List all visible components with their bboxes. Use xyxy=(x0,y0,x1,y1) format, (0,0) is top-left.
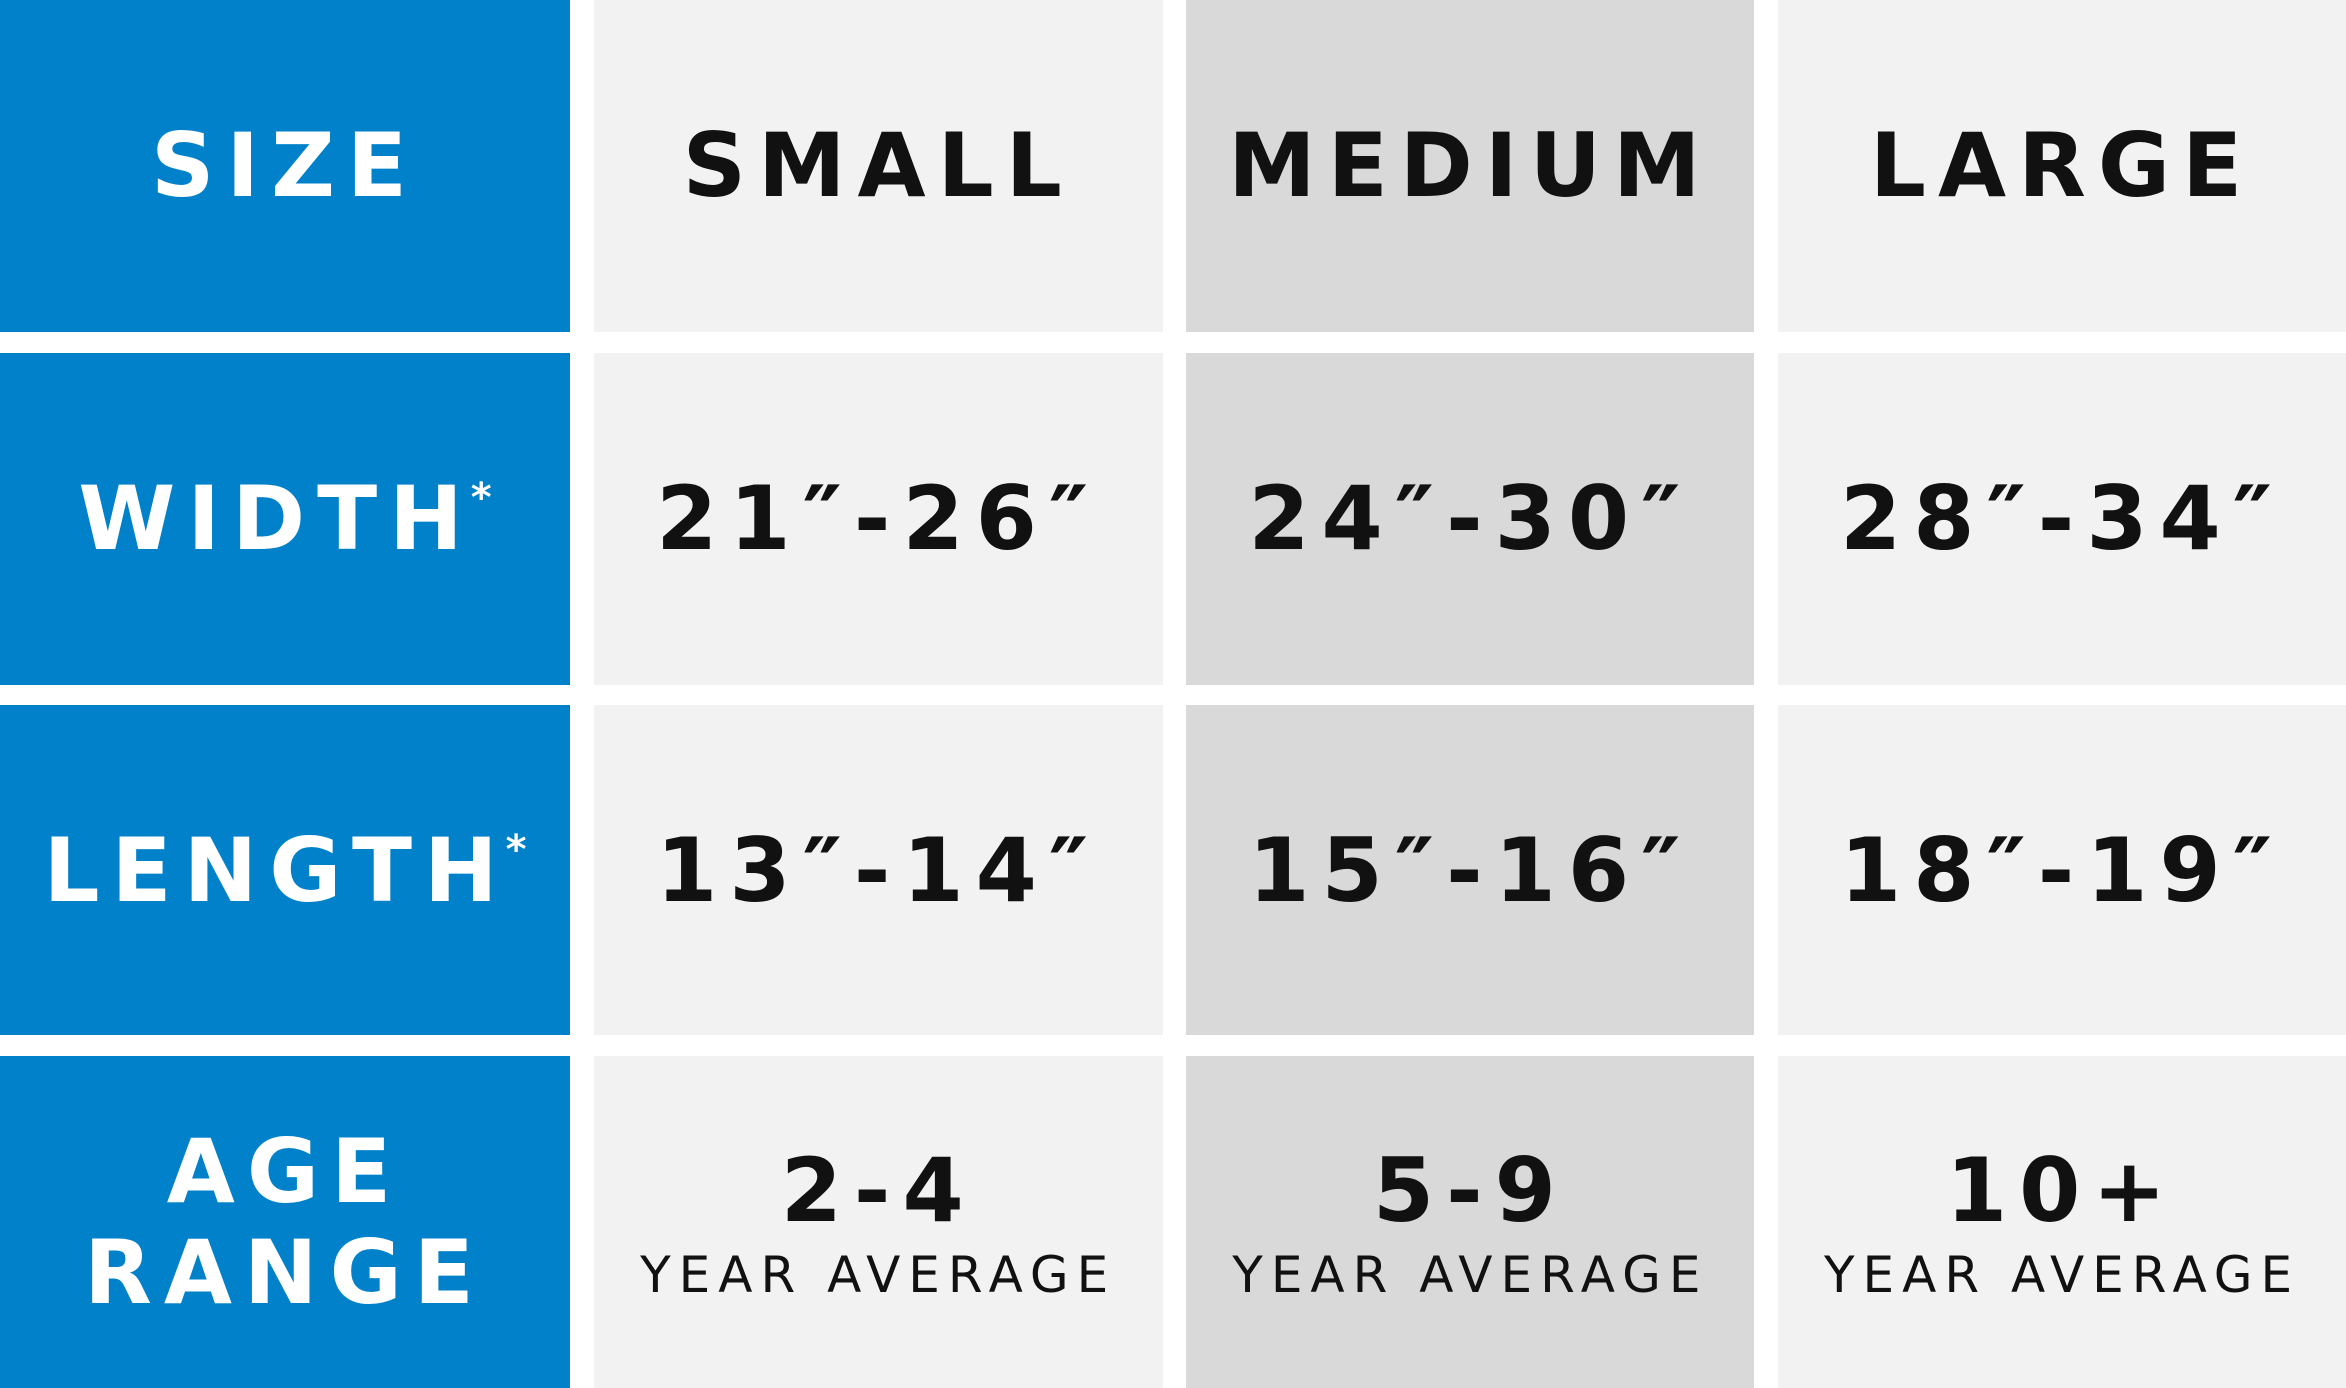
value: 5-9 xyxy=(1372,1139,1568,1243)
value-cell: 13″-14″ xyxy=(593,705,1163,1036)
value: 13″-14″ xyxy=(656,818,1101,922)
header-text: MEDIUM xyxy=(1228,114,1713,218)
caption: YEAR AVERAGE xyxy=(1232,1245,1709,1304)
row-label: LENGTH xyxy=(43,818,510,922)
value-cell: 28″-34″ xyxy=(1778,352,2346,685)
caption: YEAR AVERAGE xyxy=(640,1245,1117,1304)
value-cell: 18″-19″ xyxy=(1778,705,2346,1036)
header-text: LARGE xyxy=(1869,114,2255,218)
value: 18″-19″ xyxy=(1840,818,2285,922)
caption: YEAR AVERAGE xyxy=(1823,1245,2301,1304)
value-cell: 10+ YEAR AVERAGE xyxy=(1778,1056,2346,1388)
value: 15″-16″ xyxy=(1248,818,1693,922)
row-label-cell: WIDTH* xyxy=(0,352,570,685)
row-label-line: AGE xyxy=(167,1121,403,1222)
value-cell: 24″-30″ xyxy=(1186,352,1755,685)
header-text: SIZE xyxy=(150,114,420,218)
header-cell: LARGE xyxy=(1778,0,2346,332)
value: 28″-34″ xyxy=(1840,467,2285,571)
value: 10+ xyxy=(1945,1139,2179,1243)
row-label: WIDTH xyxy=(78,467,475,571)
header-label-cell: SIZE xyxy=(0,0,570,332)
header-cell: SMALL xyxy=(593,0,1163,332)
row-label-cell: AGE RANGE xyxy=(0,1056,570,1388)
value: 2-4 xyxy=(780,1139,976,1243)
footnote-mark: * xyxy=(505,826,527,873)
row-label-line: LENGTH* xyxy=(43,820,526,921)
row-label: AGE xyxy=(166,1119,404,1223)
value-cell: 5-9 YEAR AVERAGE xyxy=(1186,1056,1755,1388)
footnote-mark: * xyxy=(470,475,492,522)
row-label-line: WIDTH* xyxy=(78,468,491,569)
value-cell: 21″-26″ xyxy=(593,352,1163,685)
row-label-line: RANGE xyxy=(84,1222,486,1323)
header-cell: MEDIUM xyxy=(1186,0,1755,332)
header-text: SMALL xyxy=(682,114,1074,218)
row-label: RANGE xyxy=(84,1221,486,1325)
value-cell: 2-4 YEAR AVERAGE xyxy=(593,1056,1163,1388)
value: 21″-26″ xyxy=(656,467,1101,571)
value-cell: 15″-16″ xyxy=(1186,705,1755,1036)
value: 24″-30″ xyxy=(1248,467,1693,571)
row-label-cell: LENGTH* xyxy=(0,705,570,1036)
